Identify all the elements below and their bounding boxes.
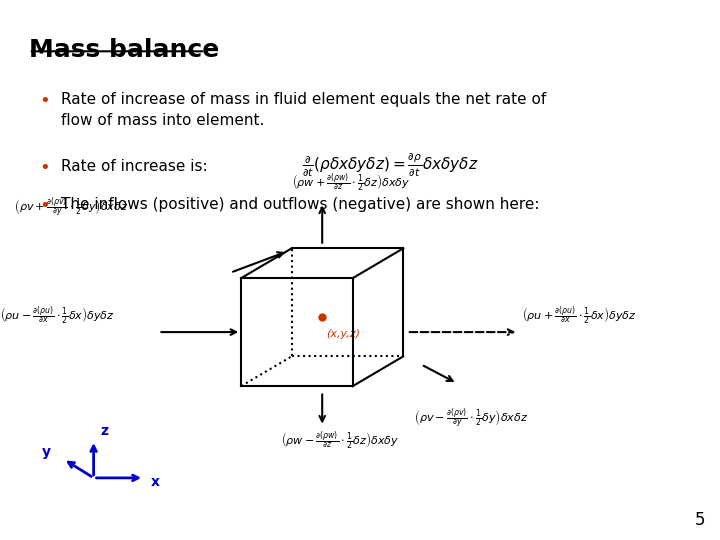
Text: •: • <box>40 92 50 110</box>
Text: $\left(\rho v+\frac{\partial(\rho v)}{\partial y}\cdot\frac{1}{2}\delta y\right): $\left(\rho v+\frac{\partial(\rho v)}{\p… <box>14 195 129 220</box>
Text: $\frac{\partial}{\partial t}\left(\rho\delta x\delta y\delta z\right) = \frac{\p: $\frac{\partial}{\partial t}\left(\rho\d… <box>302 152 479 179</box>
Text: 5: 5 <box>695 511 706 529</box>
Text: $\left(\rho w+\frac{\partial(\rho w)}{\partial z}\cdot\frac{1}{2}\delta z\right): $\left(\rho w+\frac{\partial(\rho w)}{\p… <box>292 172 410 194</box>
Text: z: z <box>101 424 109 438</box>
Text: •: • <box>40 197 50 215</box>
Text: y: y <box>42 446 50 460</box>
Text: (x,y,z): (x,y,z) <box>325 329 360 339</box>
Text: $\left(\rho u-\frac{\partial(\rho u)}{\partial x}\cdot\frac{1}{2}\delta x\right): $\left(\rho u-\frac{\partial(\rho u)}{\p… <box>0 305 114 327</box>
Text: Rate of increase of mass in fluid element equals the net rate of
flow of mass in: Rate of increase of mass in fluid elemen… <box>61 92 546 128</box>
Text: $\left(\rho u+\frac{\partial(\rho u)}{\partial x}\cdot\frac{1}{2}\delta x\right): $\left(\rho u+\frac{\partial(\rho u)}{\p… <box>522 305 636 327</box>
Text: •: • <box>40 159 50 177</box>
Text: x: x <box>151 475 161 489</box>
Text: Mass balance: Mass balance <box>29 38 219 62</box>
Text: The inflows (positive) and outflows (negative) are shown here:: The inflows (positive) and outflows (neg… <box>61 197 540 212</box>
Text: Rate of increase is:: Rate of increase is: <box>61 159 208 174</box>
Text: $\left(\rho w-\frac{\partial(\rho w)}{\partial z}\cdot\frac{1}{2}\delta z\right): $\left(\rho w-\frac{\partial(\rho w)}{\p… <box>281 429 400 452</box>
Text: $\left(\rho v-\frac{\partial(\rho v)}{\partial y}\cdot\frac{1}{2}\delta y\right): $\left(\rho v-\frac{\partial(\rho v)}{\p… <box>414 406 528 431</box>
